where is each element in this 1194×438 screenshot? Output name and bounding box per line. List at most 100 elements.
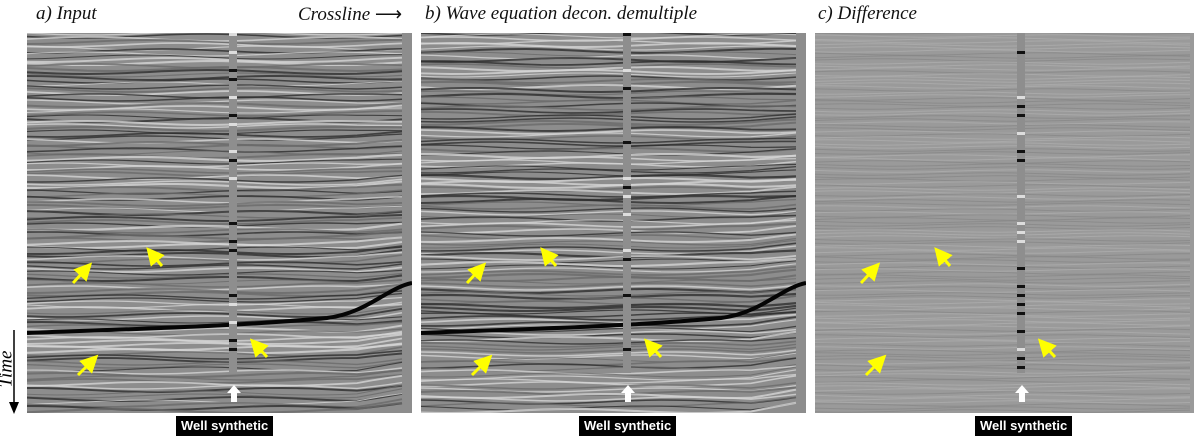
seismic-reflector xyxy=(421,45,797,51)
seismic-reflector xyxy=(421,331,797,339)
seismic-reflector xyxy=(27,196,403,204)
seismic-reflector xyxy=(421,214,797,222)
seismic-reflector xyxy=(27,251,403,261)
panel-b-title: b) Wave equation decon. demultiple xyxy=(425,3,698,24)
seismic-reflector xyxy=(815,235,1191,239)
seismic-reflector xyxy=(27,189,403,195)
well-synthetic-trace xyxy=(1017,312,1025,315)
seismic-reflector xyxy=(27,384,403,393)
seismic-reflector xyxy=(815,307,1191,311)
well-synthetic-strip xyxy=(229,33,237,373)
seismic-reflector xyxy=(815,286,1191,290)
seismic-reflector xyxy=(421,210,797,216)
seismic-reflector xyxy=(815,190,1191,194)
seismic-reflector xyxy=(815,64,1191,68)
well-synthetic-trace xyxy=(229,339,237,342)
seismic-reflector xyxy=(815,160,1191,164)
well-location-arrow-icon xyxy=(621,385,635,402)
well-synthetic-trace xyxy=(229,78,237,81)
seismic-reflector xyxy=(815,52,1191,56)
seismic-reflector xyxy=(421,195,797,205)
seismic-reflector xyxy=(27,290,403,300)
seismic-reflector xyxy=(815,154,1191,158)
seismic-reflector xyxy=(421,126,797,132)
seismic-reflector xyxy=(421,163,797,171)
seismic-reflector xyxy=(421,343,797,351)
seismic-reflector xyxy=(421,373,797,384)
well-synthetic-trace xyxy=(623,186,631,189)
seismic-reflector xyxy=(27,343,403,351)
seismic-reflector xyxy=(421,129,797,135)
seismic-reflector xyxy=(815,106,1191,110)
seismic-reflector xyxy=(421,258,797,268)
seismic-reflector xyxy=(421,284,797,291)
crossline-axis-label: Crossline ⟶ xyxy=(298,3,402,26)
seismic-reflector xyxy=(27,384,403,396)
seismic-reflector xyxy=(815,94,1190,98)
seismic-reflector xyxy=(815,70,1191,74)
seismic-reflector xyxy=(815,37,1191,41)
seismic-reflector xyxy=(815,133,1191,137)
seismic-reflector xyxy=(815,49,1191,53)
seismic-reflector xyxy=(815,247,1191,251)
seismic-reflector xyxy=(27,292,403,303)
well-synthetic-trace xyxy=(1017,240,1025,243)
seismic-reflector xyxy=(27,174,403,183)
seismic-reflector xyxy=(27,246,403,252)
seismic-reflector xyxy=(27,369,403,381)
seismic-reflector xyxy=(815,304,1191,308)
well-synthetic-strip xyxy=(1017,33,1025,373)
well-location-arrow-icon xyxy=(1015,385,1029,402)
seismic-reflector xyxy=(27,101,403,109)
seismic-reflector xyxy=(815,283,1191,287)
seismic-reflector xyxy=(421,340,797,348)
seismic-reflector xyxy=(815,130,1191,134)
seismic-reflector xyxy=(27,279,403,285)
seismic-reflector xyxy=(815,178,1191,182)
seismic-reflector xyxy=(421,65,797,73)
seismic-reflector xyxy=(27,333,403,345)
well-synthetic-trace xyxy=(229,249,237,252)
seismic-reflector xyxy=(815,43,1191,47)
seismic-reflector xyxy=(815,103,1191,107)
seismic-reflector xyxy=(421,118,797,127)
yellow-arrow-icon xyxy=(1037,338,1057,359)
seismic-reflector xyxy=(421,255,797,261)
seismic-reflector xyxy=(27,374,403,387)
seismic-reflector xyxy=(421,69,797,75)
well-synthetic-trace xyxy=(1017,267,1025,270)
seismic-reflector xyxy=(815,337,1191,341)
seismic-reflector xyxy=(815,208,1191,212)
well-synthetic-trace xyxy=(1017,303,1025,306)
seismic-reflector xyxy=(27,189,403,198)
seismic-reflector xyxy=(421,137,796,144)
panel-a-title: a) Input xyxy=(36,3,97,24)
seismic-reflector xyxy=(421,78,797,84)
seismic-reflector xyxy=(815,109,1191,113)
seismic-reflector xyxy=(815,124,1191,128)
seismic-reflector xyxy=(27,45,403,51)
seismic-reflector xyxy=(815,373,1191,377)
seismic-reflector xyxy=(815,88,1191,92)
seismic-reflector xyxy=(815,40,1191,44)
seismic-reflector xyxy=(27,283,403,295)
seismic-reflector xyxy=(27,125,403,133)
seismic-reflector xyxy=(421,237,797,246)
seismic-reflector xyxy=(815,220,1191,224)
seismic-reflector xyxy=(815,157,1191,161)
well-synthetic-trace xyxy=(623,258,631,261)
seismic-reflector xyxy=(421,183,797,190)
well-synthetic-trace xyxy=(229,51,237,54)
seismic-reflector xyxy=(815,256,1191,260)
seismic-reflector xyxy=(815,391,1191,395)
seismic-reflector xyxy=(815,91,1191,95)
seismic-reflector xyxy=(421,366,797,378)
seismic-reflector xyxy=(815,379,1191,383)
seismic-reflector xyxy=(815,331,1191,335)
seismic-reflector xyxy=(27,236,403,243)
well-synthetic-trace xyxy=(1017,285,1025,288)
well-synthetic-badge-a: Well synthetic xyxy=(176,416,274,436)
well-synthetic-trace xyxy=(1017,114,1025,117)
seismic-reflector xyxy=(815,61,1191,65)
seismic-reflector xyxy=(27,162,403,168)
